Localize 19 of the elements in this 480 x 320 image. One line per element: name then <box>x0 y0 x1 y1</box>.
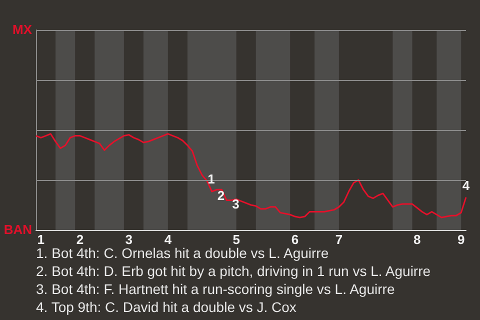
text: 2. Bot 4th: D. Erb got hit by a pitch, driving in 1 run vs L. Aguirre <box>36 263 431 279</box>
x-tick-label: 8 <box>414 232 421 247</box>
x-tick-label: 5 <box>232 232 240 247</box>
x-tick-label: 4 <box>164 232 172 247</box>
x-tick-label: 1 <box>37 232 45 247</box>
annotation: 2 <box>217 188 225 204</box>
text: MX <box>12 22 32 37</box>
x-tick-label: 6 <box>291 232 299 247</box>
x-tick-label: 2 <box>76 232 84 247</box>
text: 4. Top 9th: C. David hit a double vs J. Cox <box>36 299 296 315</box>
x-tick-label: 3 <box>125 232 132 247</box>
annotation: 1 <box>208 172 215 187</box>
annotation: 3 <box>232 196 240 212</box>
text: 3. Bot 4th: F. Hartnett hit a run-scoring single vs L. Aguirre <box>36 281 395 297</box>
x-tick-label: 9 <box>457 232 465 247</box>
x-tick-label: 7 <box>335 232 343 247</box>
text: BAN <box>4 222 32 237</box>
annotation: 4 <box>462 178 470 193</box>
text: 1. Bot 4th: C. Ornelas hit a double vs L. Aguirre <box>36 245 329 261</box>
